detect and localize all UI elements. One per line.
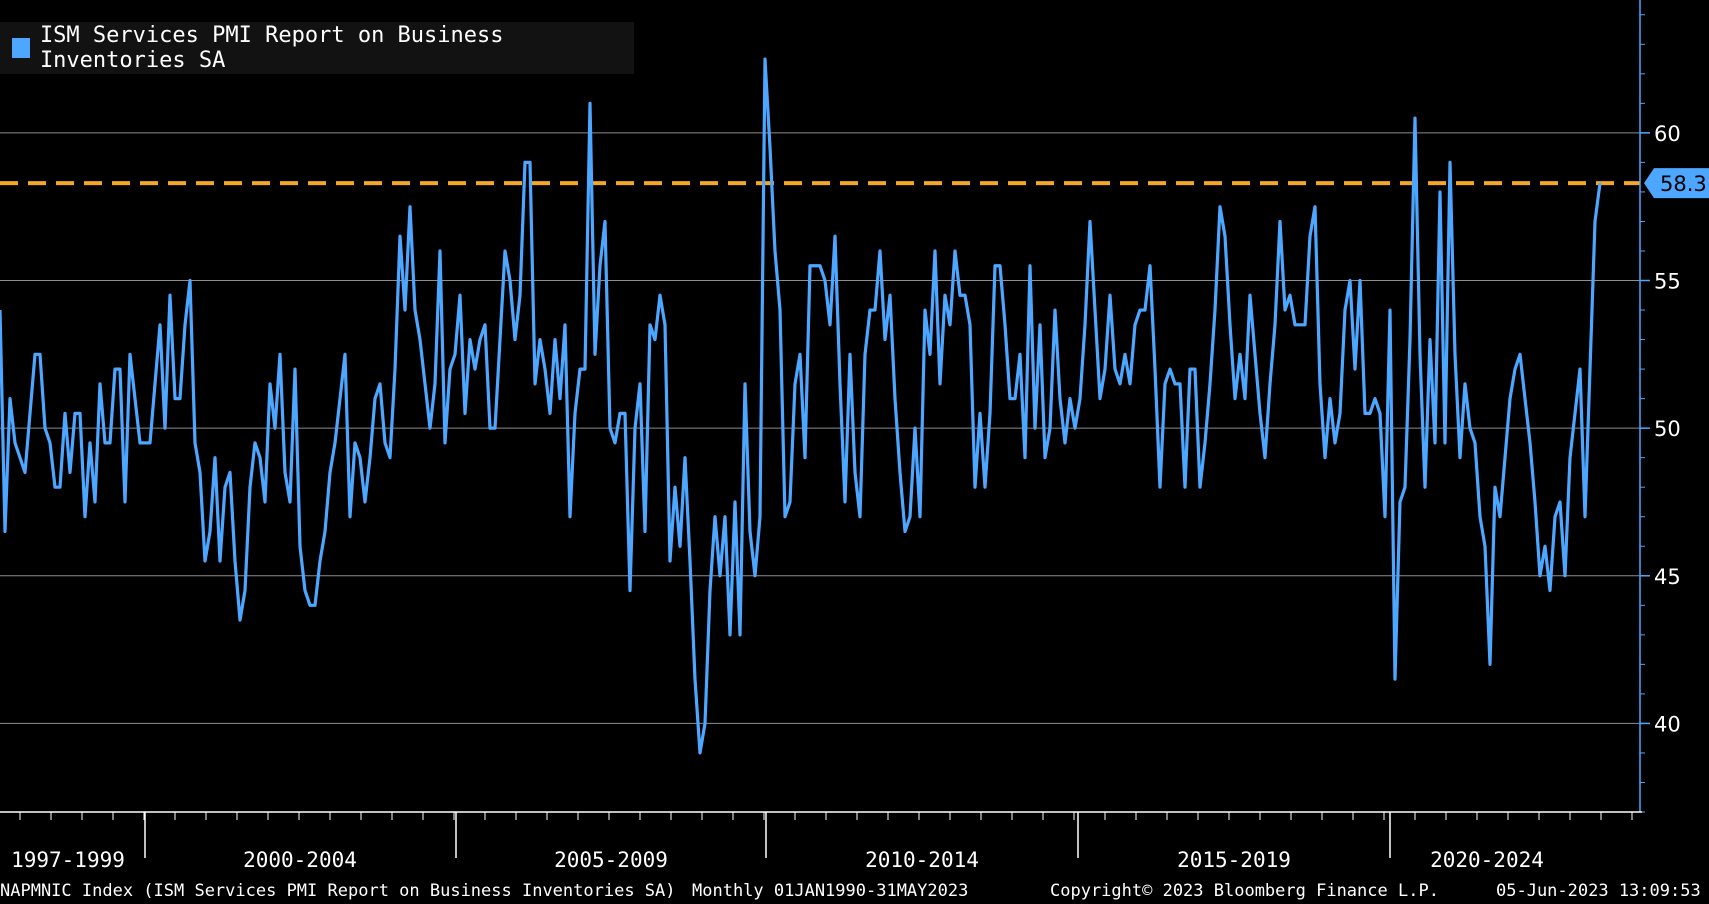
series-line bbox=[0, 57, 1602, 755]
gridlines bbox=[0, 132, 1640, 724]
x-tick-label: 2000-2004 bbox=[243, 848, 357, 872]
y-tick-label: 50 bbox=[1654, 417, 1681, 441]
y-tick-label: 60 bbox=[1654, 122, 1681, 146]
footer-timestamp: 05-Jun-2023 13:09:53 bbox=[1496, 881, 1701, 901]
footer-ticker: NAPMNIC Index (ISM Services PMI Report o… bbox=[0, 881, 676, 901]
x-tick-label: 2020-2024 bbox=[1430, 848, 1544, 872]
x-tick-label: 1997-1999 bbox=[11, 848, 125, 872]
x-tick-label: 2005-2009 bbox=[554, 848, 668, 872]
x-tick-label: 2010-2014 bbox=[865, 848, 979, 872]
legend: ISM Services PMI Report on Business Inve… bbox=[0, 22, 634, 74]
footer-copyright: Copyright© 2023 Bloomberg Finance L.P. bbox=[1050, 881, 1439, 901]
y-tick-label: 55 bbox=[1654, 270, 1681, 294]
x-axis: 1997-1999 2000-2004 2005-2009 2010-2014 2015… bbox=[0, 811, 1642, 872]
x-tick-label: 2015-2019 bbox=[1177, 848, 1291, 872]
y-tick-label: 40 bbox=[1654, 712, 1681, 736]
footer-range: Monthly 01JAN1990-31MAY2023 bbox=[692, 881, 969, 901]
legend-swatch bbox=[12, 38, 30, 58]
legend-label: ISM Services PMI Report on Business Inve… bbox=[39, 23, 504, 73]
last-value-label: 58.3 bbox=[1660, 172, 1707, 196]
footer: NAPMNIC Index (ISM Services PMI Report o… bbox=[0, 878, 1709, 904]
y-axis: 40 45 50 55 60 58.3 bbox=[1639, 0, 1709, 813]
series-group bbox=[0, 57, 1602, 755]
last-value-badge bbox=[1644, 168, 1709, 199]
y-tick-label: 45 bbox=[1654, 565, 1681, 589]
